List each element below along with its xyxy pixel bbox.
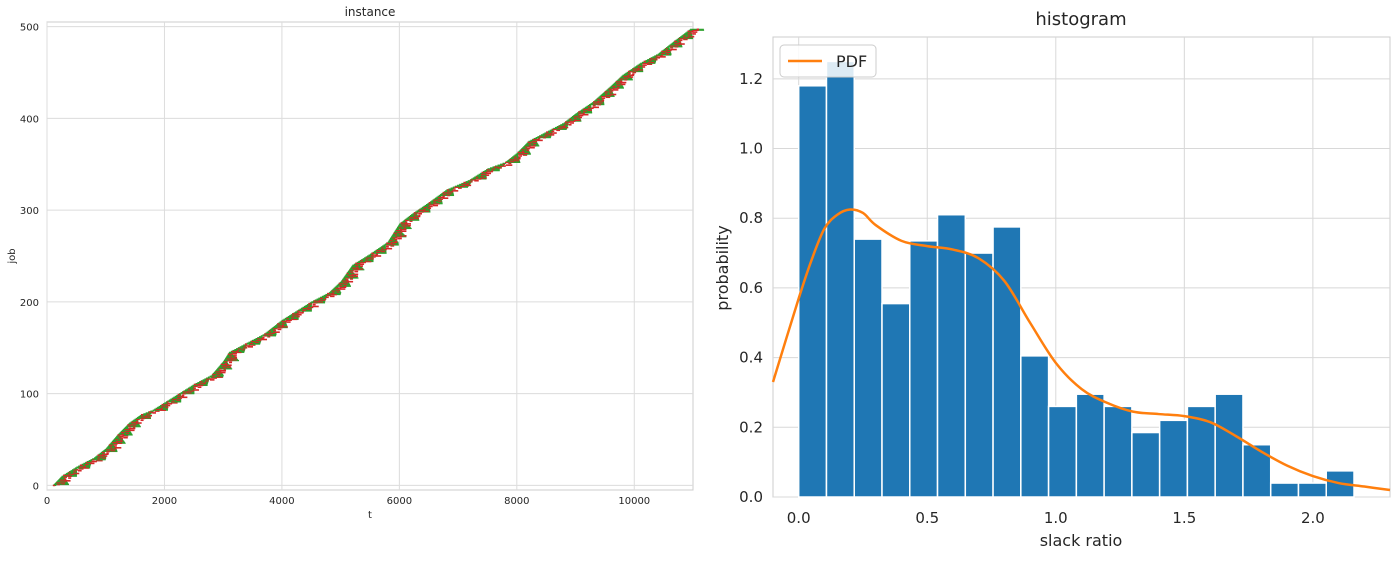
instance-y-tick-label: 500 — [20, 23, 39, 34]
histogram-x-tick-label: 0.5 — [915, 509, 939, 527]
histogram-bar — [853, 238, 883, 498]
histogram-bar — [964, 252, 994, 498]
histogram-y-label: probability — [713, 225, 732, 310]
histogram-bar — [881, 302, 911, 498]
histogram-x-ticks: 0.0 0.5 1.0 1.5 2.0 — [787, 509, 1325, 527]
histogram-x-tick-label: 2.0 — [1301, 509, 1325, 527]
histogram-bars — [797, 60, 1355, 498]
histogram-y-tick-label: 0.6 — [739, 279, 763, 297]
instance-y-tick-label: 200 — [20, 298, 39, 309]
instance-x-tick-label: 2000 — [152, 496, 177, 507]
instance-y-tick-label: 300 — [20, 206, 39, 217]
histogram-chart: 0.0 0.5 1.0 1.5 2.0 0.0 0.2 0.4 0.6 0.8 1.0 1.2 hi… — [713, 9, 1391, 550]
legend: PDF — [779, 44, 877, 78]
histogram-bar — [1103, 405, 1133, 498]
histogram-y-tick-label: 1.2 — [739, 70, 763, 88]
instance-title: instance — [345, 5, 396, 19]
histogram-bar — [825, 60, 855, 498]
histogram-bar — [1158, 419, 1189, 498]
histogram-bar — [1242, 443, 1272, 498]
histogram-bar — [1269, 482, 1300, 498]
histogram-x-tick-label: 0.0 — [787, 509, 811, 527]
legend-box — [779, 44, 877, 78]
instance-x-tick-label: 6000 — [387, 496, 412, 507]
instance-x-tick-label: 4000 — [269, 496, 294, 507]
histogram-bar — [1297, 482, 1327, 498]
instance-x-tick-label: 0 — [44, 496, 50, 507]
histogram-y-tick-label: 0.4 — [739, 349, 763, 367]
histogram-bar — [1020, 355, 1050, 498]
instance-x-ticks: 0 2000 4000 6000 8000 10000 — [44, 496, 650, 507]
instance-x-label: t — [368, 510, 372, 521]
histogram-bar — [797, 85, 828, 498]
instance-y-ticks: 0 100 200 300 400 500 — [20, 23, 39, 493]
instance-y-label: job — [7, 248, 18, 264]
instance-x-tick-label: 8000 — [504, 496, 529, 507]
histogram-bar — [992, 226, 1022, 498]
histogram-bar — [909, 240, 939, 498]
histogram-y-tick-label: 0.8 — [739, 209, 763, 227]
histogram-bar — [1047, 405, 1078, 498]
legend-pdf-label: PDF — [836, 52, 867, 71]
instance-job-marks — [52, 28, 705, 487]
histogram-x-label: slack ratio — [1040, 531, 1123, 550]
histogram-title: histogram — [1035, 9, 1126, 30]
instance-y-tick-label: 100 — [20, 390, 39, 401]
histogram-bar — [1131, 431, 1161, 498]
instance-chart: 0 2000 4000 6000 8000 10000 0100200300400500 … — [7, 5, 705, 521]
histogram-y-ticks: 0.0 0.2 0.4 0.6 0.8 1.0 1.2 — [739, 70, 763, 506]
instance-x-tick-label: 10000 — [618, 496, 650, 507]
histogram-y-tick-label: 0.2 — [739, 418, 763, 436]
histogram-bar — [1075, 393, 1105, 498]
histogram-y-tick-label: 0.0 — [739, 488, 763, 506]
histogram-x-tick-label: 1.5 — [1172, 509, 1196, 527]
histogram-x-tick-label: 1.0 — [1044, 509, 1068, 527]
histogram-y-tick-label: 1.0 — [739, 140, 763, 158]
pdf-line — [771, 208, 1391, 492]
histogram-bar — [936, 213, 967, 498]
histogram-bar — [1214, 393, 1244, 498]
instance-y-tick-label: 400 — [20, 114, 39, 125]
instance-gridlines — [46, 22, 693, 490]
instance-y-tick-label: 0 — [33, 481, 39, 492]
